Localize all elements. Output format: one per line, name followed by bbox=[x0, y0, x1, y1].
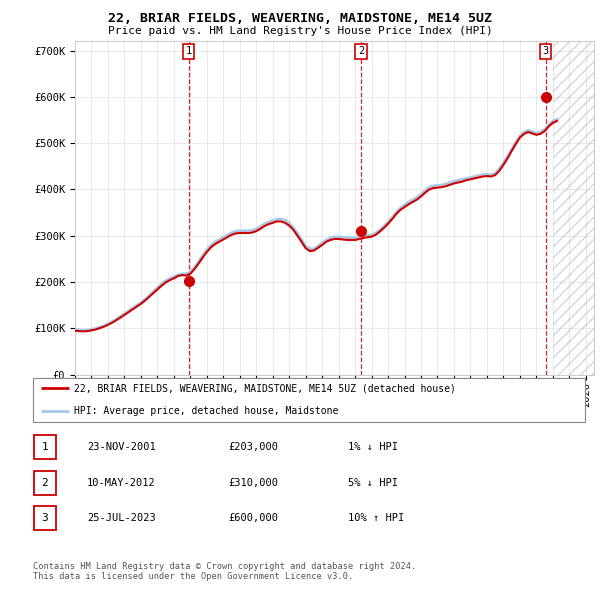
Text: 3: 3 bbox=[41, 513, 49, 523]
Text: 2: 2 bbox=[41, 478, 49, 487]
Text: £310,000: £310,000 bbox=[228, 478, 278, 487]
Text: 10-MAY-2012: 10-MAY-2012 bbox=[87, 478, 156, 487]
Text: 10% ↑ HPI: 10% ↑ HPI bbox=[348, 513, 404, 523]
Text: HPI: Average price, detached house, Maidstone: HPI: Average price, detached house, Maid… bbox=[74, 407, 339, 416]
Text: 22, BRIAR FIELDS, WEAVERING, MAIDSTONE, ME14 5UZ: 22, BRIAR FIELDS, WEAVERING, MAIDSTONE, … bbox=[108, 12, 492, 25]
Text: 2: 2 bbox=[358, 46, 364, 56]
Text: 5% ↓ HPI: 5% ↓ HPI bbox=[348, 478, 398, 487]
Text: £203,000: £203,000 bbox=[228, 442, 278, 452]
FancyBboxPatch shape bbox=[34, 506, 56, 530]
FancyBboxPatch shape bbox=[34, 471, 56, 494]
Text: 1: 1 bbox=[41, 442, 49, 452]
Text: 1% ↓ HPI: 1% ↓ HPI bbox=[348, 442, 398, 452]
Text: Price paid vs. HM Land Registry's House Price Index (HPI): Price paid vs. HM Land Registry's House … bbox=[107, 26, 493, 36]
Text: 1: 1 bbox=[185, 46, 192, 56]
Text: Contains HM Land Registry data © Crown copyright and database right 2024.
This d: Contains HM Land Registry data © Crown c… bbox=[33, 562, 416, 581]
FancyBboxPatch shape bbox=[33, 378, 585, 422]
Text: 23-NOV-2001: 23-NOV-2001 bbox=[87, 442, 156, 452]
Text: 3: 3 bbox=[542, 46, 549, 56]
Text: 22, BRIAR FIELDS, WEAVERING, MAIDSTONE, ME14 5UZ (detached house): 22, BRIAR FIELDS, WEAVERING, MAIDSTONE, … bbox=[74, 384, 456, 393]
Text: £600,000: £600,000 bbox=[228, 513, 278, 523]
FancyBboxPatch shape bbox=[34, 435, 56, 459]
Text: 25-JUL-2023: 25-JUL-2023 bbox=[87, 513, 156, 523]
